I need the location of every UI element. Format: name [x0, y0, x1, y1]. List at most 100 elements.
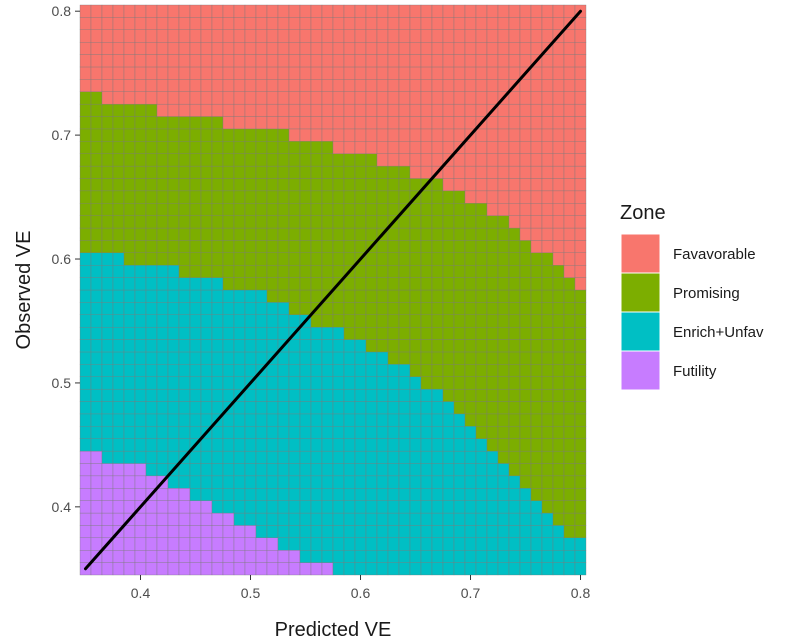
heat-cell-promising — [354, 203, 367, 216]
heat-cell-promising — [541, 413, 554, 427]
heat-cell-favorable — [343, 54, 356, 68]
heat-cell-enrich — [167, 314, 180, 328]
heat-cell-favorable — [387, 54, 400, 68]
heat-cell-promising — [266, 165, 279, 179]
heat-cell-enrich — [299, 388, 312, 402]
heat-cell-futility — [79, 512, 92, 526]
heat-cell-enrich — [79, 376, 92, 390]
heat-cell-enrich — [442, 562, 455, 576]
heat-cell-futility — [222, 512, 235, 526]
heat-cell-enrich — [321, 475, 334, 489]
heat-cell-futility — [167, 488, 180, 501]
heat-cell-enrich — [288, 351, 301, 365]
heat-cell-promising — [123, 203, 136, 216]
heat-cell-favorable — [101, 54, 114, 68]
heat-cell-favorable — [123, 17, 136, 30]
heat-cell-promising — [453, 215, 466, 229]
heat-cell-enrich — [244, 302, 257, 315]
heat-cell-enrich — [145, 401, 158, 415]
heat-cell-promising — [156, 178, 169, 192]
heat-cell-enrich — [255, 413, 268, 427]
heat-cell-promising — [354, 215, 367, 229]
heat-cell-favorable — [79, 66, 92, 80]
heat-cell-promising — [200, 240, 213, 253]
heat-cell-favorable — [574, 141, 587, 154]
heat-cell-favorable — [519, 91, 532, 105]
heat-cell-enrich — [387, 475, 400, 489]
heat-cell-promising — [398, 190, 411, 204]
heat-cell-enrich — [277, 463, 290, 477]
legend: Zone FavavorablePromisingEnrich+UnfavFut… — [620, 202, 764, 391]
heat-cell-enrich — [134, 277, 147, 291]
heat-cell-enrich — [376, 512, 389, 526]
heat-cell-favorable — [200, 54, 213, 68]
heat-cell-futility — [288, 550, 301, 563]
reference-line-layer — [84, 9, 582, 571]
heat-cell-futility — [145, 475, 158, 489]
heat-cell-promising — [519, 413, 532, 427]
heat-cell-promising — [574, 463, 587, 477]
heat-cell-enrich — [387, 525, 400, 538]
heat-cell-favorable — [475, 4, 488, 18]
heat-cell-favorable — [398, 116, 411, 130]
heat-cell-promising — [211, 128, 224, 142]
heat-cell-promising — [255, 227, 268, 241]
heat-cell-enrich — [365, 388, 378, 402]
heat-cell-enrich — [497, 550, 510, 563]
heat-cell-favorable — [398, 54, 411, 68]
heat-cell-promising — [233, 128, 246, 142]
heat-cell-enrich — [299, 525, 312, 538]
heat-cell-promising — [189, 128, 202, 142]
heat-cell-enrich — [299, 376, 312, 390]
heat-cell-enrich — [112, 450, 125, 464]
heat-cell-promising — [266, 153, 279, 167]
heat-cell-favorable — [343, 91, 356, 105]
heat-cell-enrich — [200, 475, 213, 489]
heat-cell-promising — [508, 289, 521, 303]
heat-cell-enrich — [310, 326, 323, 340]
heat-cell-promising — [563, 376, 576, 390]
heat-cell-favorable — [376, 4, 389, 18]
heat-cell-enrich — [343, 475, 356, 489]
heat-cell-favorable — [178, 29, 191, 43]
heat-cell-enrich — [409, 550, 422, 563]
heat-cell-enrich — [530, 525, 543, 538]
heat-cell-enrich — [321, 413, 334, 427]
heat-cell-enrich — [156, 351, 169, 365]
heat-cell-enrich — [299, 426, 312, 439]
heat-cell-promising — [156, 153, 169, 167]
heat-cell-futility — [90, 450, 103, 464]
heat-cell-favorable — [552, 128, 565, 142]
heat-cell-enrich — [123, 351, 136, 365]
heat-cell-promising — [79, 227, 92, 241]
heat-cell-promising — [574, 376, 587, 390]
heat-cell-favorable — [123, 41, 136, 55]
heat-cell-promising — [574, 339, 587, 353]
heat-cell-promising — [365, 203, 378, 216]
heat-cell-favorable — [563, 265, 576, 278]
heat-cell-promising — [79, 178, 92, 192]
heat-cell-promising — [277, 265, 290, 278]
heat-cell-promising — [233, 165, 246, 179]
heat-cell-favorable — [464, 4, 477, 18]
heat-cell-promising — [530, 302, 543, 315]
heat-cell-favorable — [431, 29, 444, 43]
heat-cell-favorable — [475, 153, 488, 167]
heat-cell-favorable — [552, 203, 565, 216]
heat-cell-enrich — [112, 376, 125, 390]
heat-cell-promising — [244, 265, 257, 278]
heat-cell-promising — [541, 450, 554, 464]
heat-cell-promising — [486, 339, 499, 353]
heat-cell-promising — [189, 240, 202, 253]
heat-cell-enrich — [365, 376, 378, 390]
heat-cell-favorable — [431, 41, 444, 55]
heat-cell-favorable — [563, 240, 576, 253]
heat-cell-favorable — [145, 4, 158, 18]
heat-cell-promising — [563, 413, 576, 427]
heat-cell-promising — [519, 463, 532, 477]
heat-cell-favorable — [211, 17, 224, 30]
heat-cell-promising — [420, 227, 433, 241]
heat-cell-futility — [156, 512, 169, 526]
heat-cell-favorable — [310, 91, 323, 105]
heat-cell-promising — [486, 351, 499, 365]
